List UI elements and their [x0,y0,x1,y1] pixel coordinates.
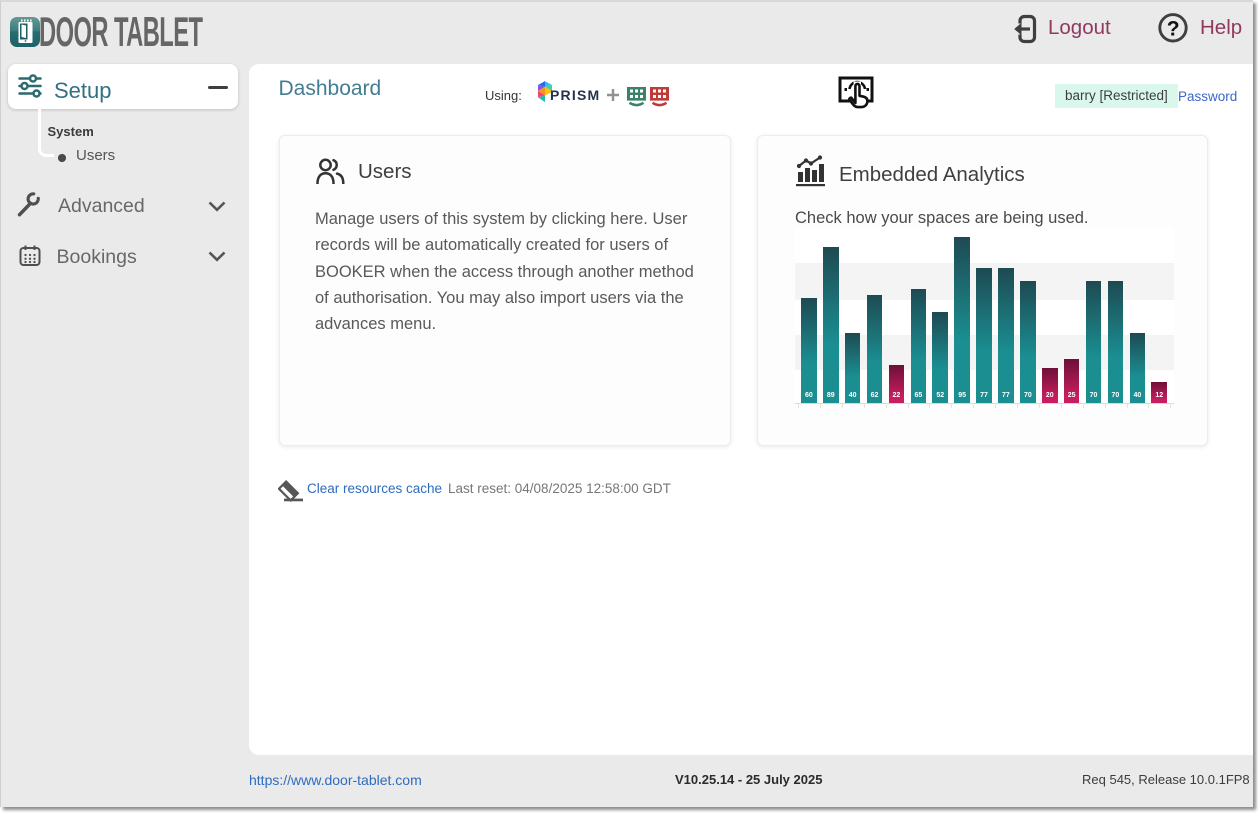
svg-text:?: ? [1167,17,1180,40]
